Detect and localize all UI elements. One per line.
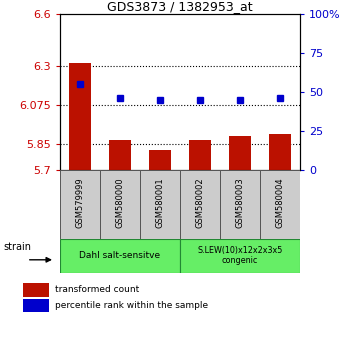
Bar bbox=[149, 150, 171, 170]
Title: GDS3873 / 1382953_at: GDS3873 / 1382953_at bbox=[107, 0, 253, 13]
Bar bbox=[180, 239, 300, 273]
Text: GSM580003: GSM580003 bbox=[236, 178, 244, 228]
Text: percentile rank within the sample: percentile rank within the sample bbox=[55, 301, 208, 310]
Text: GSM580001: GSM580001 bbox=[155, 178, 164, 228]
Bar bbox=[269, 133, 291, 170]
Bar bbox=[260, 170, 300, 239]
Bar bbox=[229, 136, 251, 170]
Bar bbox=[100, 170, 140, 239]
Text: Dahl salt-sensitve: Dahl salt-sensitve bbox=[79, 251, 160, 260]
Bar bbox=[189, 139, 211, 170]
Bar bbox=[23, 283, 49, 297]
Text: transformed count: transformed count bbox=[55, 285, 139, 295]
Bar bbox=[69, 63, 91, 170]
Text: strain: strain bbox=[3, 242, 31, 252]
Bar bbox=[23, 299, 49, 312]
Text: GSM579999: GSM579999 bbox=[75, 178, 84, 228]
Text: GSM580000: GSM580000 bbox=[115, 178, 124, 228]
Bar bbox=[60, 170, 100, 239]
Text: GSM580004: GSM580004 bbox=[276, 178, 284, 228]
Bar bbox=[60, 239, 180, 273]
Bar bbox=[180, 170, 220, 239]
Bar bbox=[140, 170, 180, 239]
Bar bbox=[220, 170, 260, 239]
Text: S.LEW(10)x12x2x3x5
congenic: S.LEW(10)x12x2x3x5 congenic bbox=[197, 246, 283, 266]
Text: GSM580002: GSM580002 bbox=[195, 178, 204, 228]
Bar bbox=[109, 139, 131, 170]
